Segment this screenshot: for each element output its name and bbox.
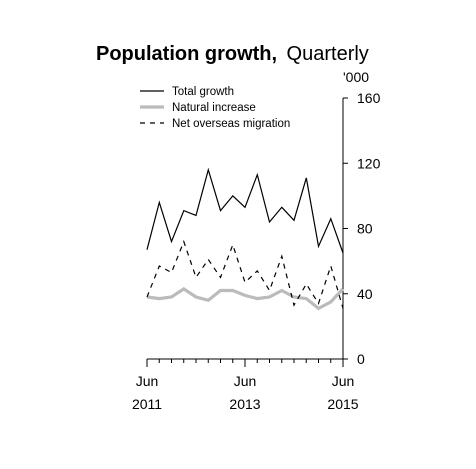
series-line-total-growth xyxy=(146,167,344,254)
chart-title-sub: Quarterly xyxy=(287,43,369,65)
y-tick-label: 80 xyxy=(357,221,373,237)
series-layer xyxy=(146,167,345,311)
legend-label-total-growth: Total growth xyxy=(172,86,234,98)
y-tick-label: 40 xyxy=(357,286,373,302)
x-tick-label-month: Jun xyxy=(234,373,257,389)
x-tick-label-year: 2015 xyxy=(327,396,358,412)
series-line-natural-increase xyxy=(146,286,345,311)
y-tick-label: 120 xyxy=(357,155,381,171)
x-tick-label-year: 2013 xyxy=(229,396,260,412)
chart-title-main: Population growth, xyxy=(96,43,277,65)
legend-label-natural-increase: Natural increase xyxy=(172,102,256,114)
x-tick-label-month: Jun xyxy=(332,373,355,389)
legend: Total growth Natural increase Net overseas… xyxy=(140,86,290,130)
chart-title: Population growth, Quarterly xyxy=(96,43,369,65)
legend-label-net-overseas-migration: Net overseas migration xyxy=(172,118,290,130)
x-tick-label-month: Jun xyxy=(136,373,159,389)
y-tick-label: 0 xyxy=(357,351,365,367)
y-tick-label: 160 xyxy=(357,90,381,106)
y-axis-unit-label: '000 xyxy=(343,69,369,85)
x-tick-label-year: 2011 xyxy=(132,396,162,412)
series-line-net-overseas-migration xyxy=(146,239,344,309)
axes: 0 40 80 120 160 Jun 2011 Jun 2013 Jun 2015 xyxy=(132,90,381,412)
